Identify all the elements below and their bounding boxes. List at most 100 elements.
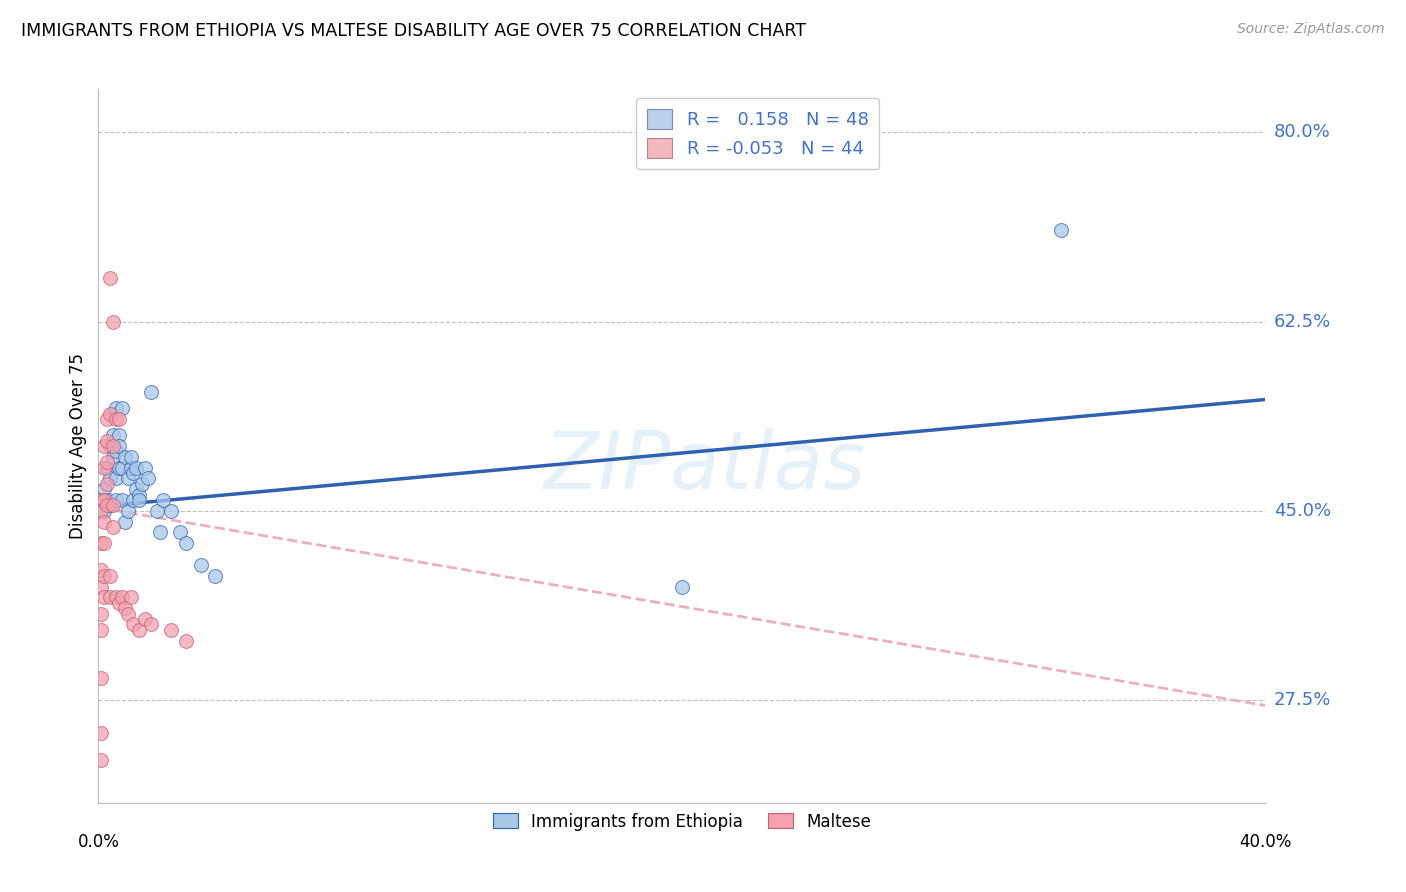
- Point: [108, 428, 131, 442]
- Point: [108, 596, 131, 610]
- Point: [125, 460, 148, 475]
- Point: [93, 515, 115, 529]
- Point: [117, 471, 139, 485]
- Point: [139, 617, 162, 632]
- Point: [96, 460, 118, 475]
- Point: [90, 499, 112, 513]
- Point: [114, 450, 136, 464]
- Point: [117, 504, 139, 518]
- Point: [90, 607, 112, 621]
- Point: [117, 607, 139, 621]
- Point: [111, 401, 134, 416]
- Text: 80.0%: 80.0%: [1274, 123, 1330, 142]
- Point: [98, 591, 121, 605]
- Point: [90, 623, 112, 637]
- Point: [90, 493, 112, 508]
- Point: [96, 476, 118, 491]
- Text: Source: ZipAtlas.com: Source: ZipAtlas.com: [1237, 22, 1385, 37]
- Point: [122, 466, 145, 480]
- Y-axis label: Disability Age Over 75: Disability Age Over 75: [69, 353, 87, 539]
- Text: 40.0%: 40.0%: [1239, 833, 1292, 851]
- Point: [98, 407, 121, 421]
- Point: [190, 558, 212, 572]
- Point: [160, 623, 183, 637]
- Point: [160, 504, 183, 518]
- Point: [134, 612, 156, 626]
- Point: [93, 493, 115, 508]
- Text: 45.0%: 45.0%: [1274, 502, 1331, 520]
- Point: [125, 482, 148, 496]
- Point: [104, 401, 127, 416]
- Point: [101, 520, 124, 534]
- Point: [1050, 223, 1073, 237]
- Point: [93, 591, 115, 605]
- Point: [169, 525, 191, 540]
- Text: IMMIGRANTS FROM ETHIOPIA VS MALTESE DISABILITY AGE OVER 75 CORRELATION CHART: IMMIGRANTS FROM ETHIOPIA VS MALTESE DISA…: [21, 22, 806, 40]
- Point: [108, 439, 131, 453]
- Point: [174, 536, 197, 550]
- Point: [101, 499, 124, 513]
- Point: [96, 434, 118, 448]
- Point: [120, 591, 142, 605]
- Legend: Immigrants from Ethiopia, Maltese: Immigrants from Ethiopia, Maltese: [486, 806, 877, 838]
- Point: [96, 412, 118, 426]
- Point: [111, 591, 134, 605]
- Point: [128, 623, 150, 637]
- Point: [136, 471, 159, 485]
- Point: [90, 493, 112, 508]
- Point: [146, 504, 169, 518]
- Point: [101, 407, 124, 421]
- Text: ZIPatlas: ZIPatlas: [544, 428, 866, 507]
- Text: 62.5%: 62.5%: [1274, 313, 1331, 331]
- Point: [93, 504, 115, 518]
- Point: [128, 488, 150, 502]
- Point: [104, 444, 127, 458]
- Point: [90, 536, 112, 550]
- Point: [90, 563, 112, 577]
- Point: [90, 672, 112, 686]
- Point: [93, 439, 115, 453]
- Point: [104, 591, 127, 605]
- Point: [101, 439, 124, 453]
- Point: [104, 493, 127, 508]
- Point: [96, 493, 118, 508]
- Point: [98, 271, 121, 285]
- Point: [90, 725, 112, 739]
- Point: [93, 536, 115, 550]
- Point: [101, 428, 124, 442]
- Point: [149, 525, 172, 540]
- Point: [104, 471, 127, 485]
- Point: [90, 504, 112, 518]
- Point: [90, 580, 112, 594]
- Point: [204, 568, 226, 582]
- Point: [122, 617, 145, 632]
- Point: [96, 499, 118, 513]
- Point: [108, 460, 131, 475]
- Point: [93, 568, 115, 582]
- Point: [96, 455, 118, 469]
- Point: [131, 476, 153, 491]
- Point: [122, 493, 145, 508]
- Point: [174, 633, 197, 648]
- Point: [90, 753, 112, 767]
- Point: [98, 499, 121, 513]
- Point: [120, 450, 142, 464]
- Point: [98, 471, 121, 485]
- Point: [114, 515, 136, 529]
- Point: [101, 450, 124, 464]
- Text: 0.0%: 0.0%: [77, 833, 120, 851]
- Point: [139, 384, 162, 399]
- Point: [104, 412, 127, 426]
- Point: [98, 568, 121, 582]
- Point: [93, 482, 115, 496]
- Point: [93, 460, 115, 475]
- Point: [114, 601, 136, 615]
- Text: 27.5%: 27.5%: [1274, 691, 1331, 709]
- Point: [152, 493, 174, 508]
- Point: [111, 493, 134, 508]
- Point: [120, 460, 142, 475]
- Point: [128, 493, 150, 508]
- Point: [101, 315, 124, 329]
- Point: [111, 460, 134, 475]
- Point: [134, 460, 156, 475]
